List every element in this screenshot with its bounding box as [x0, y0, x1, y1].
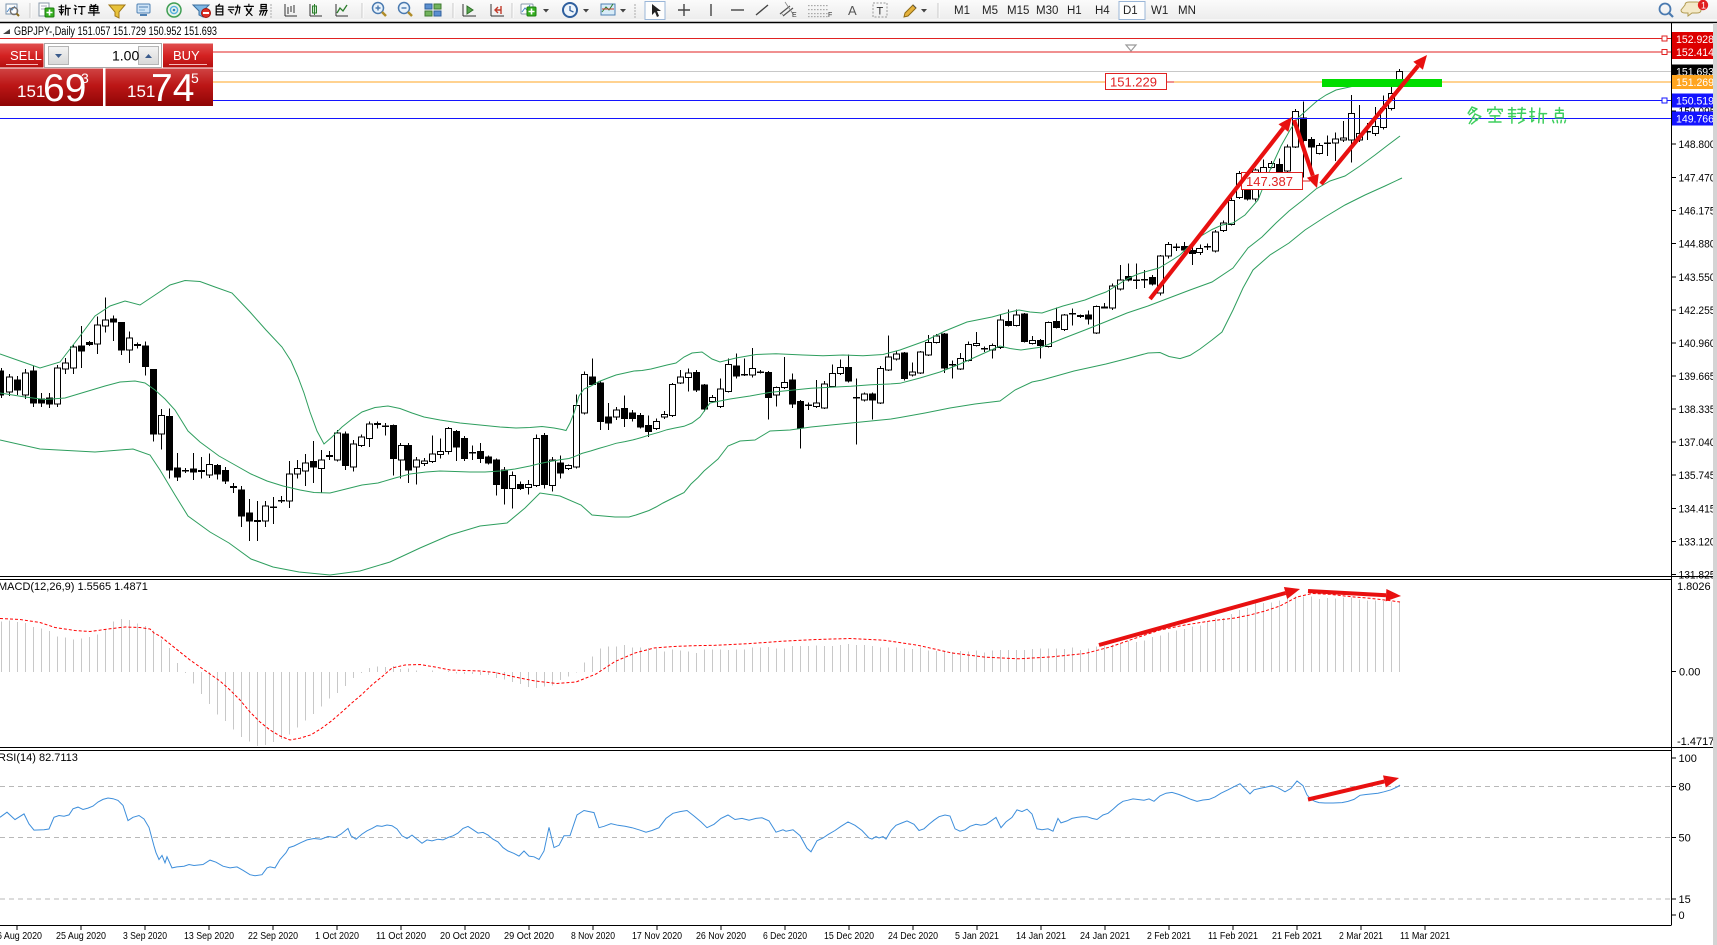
svg-text:W1: W1 — [1151, 5, 1168, 17]
svg-text:131.825: 131.825 — [1679, 570, 1716, 582]
svg-text:MN: MN — [1178, 5, 1196, 17]
svg-text:3 Sep 2020: 3 Sep 2020 — [123, 930, 167, 942]
svg-text:MACD(12,26,9) 1.5565 1.4871: MACD(12,26,9) 1.5565 1.4871 — [0, 581, 148, 593]
svg-text:25 Aug 2020: 25 Aug 2020 — [56, 930, 106, 942]
svg-text:26 Nov 2020: 26 Nov 2020 — [696, 930, 746, 942]
svg-text:143.550: 143.550 — [1679, 272, 1716, 284]
svg-text:50: 50 — [1679, 833, 1691, 845]
svg-text:BUY: BUY — [173, 48, 200, 63]
svg-text:F: F — [828, 12, 832, 19]
svg-text:5 Jan 2021: 5 Jan 2021 — [955, 930, 999, 942]
svg-text:E: E — [792, 12, 797, 19]
svg-text:A: A — [848, 3, 857, 18]
svg-text:M1: M1 — [954, 5, 970, 17]
svg-text:GBPJPY-,Daily 151.057 151.729: GBPJPY-,Daily 151.057 151.729 150.952 15… — [14, 26, 217, 38]
svg-text:16 Aug 2020: 16 Aug 2020 — [0, 930, 42, 942]
svg-text:137.040: 137.040 — [1679, 437, 1716, 449]
svg-text:11 Mar 2021: 11 Mar 2021 — [1400, 930, 1450, 942]
svg-text:20 Oct 2020: 20 Oct 2020 — [440, 930, 490, 942]
svg-text:139.665: 139.665 — [1679, 371, 1716, 383]
svg-text:149.766: 149.766 — [1676, 114, 1714, 126]
svg-text:H1: H1 — [1067, 5, 1082, 17]
svg-text:T: T — [877, 6, 884, 18]
svg-text:138.335: 138.335 — [1679, 404, 1716, 416]
svg-text:M5: M5 — [982, 5, 998, 17]
svg-text:1: 1 — [1701, 1, 1706, 11]
svg-text:11 Oct 2020: 11 Oct 2020 — [376, 930, 426, 942]
svg-text:147.470: 147.470 — [1679, 173, 1716, 185]
svg-text:74: 74 — [151, 67, 194, 110]
svg-text:151.229: 151.229 — [1110, 75, 1157, 90]
svg-text:100: 100 — [1679, 753, 1697, 765]
svg-text:148.800: 148.800 — [1679, 139, 1716, 151]
svg-text:152.414: 152.414 — [1676, 47, 1714, 59]
svg-text:15: 15 — [1679, 894, 1691, 906]
svg-text:151: 151 — [17, 82, 45, 101]
svg-text:RSI(14) 82.7113: RSI(14) 82.7113 — [0, 752, 78, 764]
svg-text:21 Feb 2021: 21 Feb 2021 — [1272, 930, 1322, 942]
svg-text:5: 5 — [191, 70, 199, 86]
svg-text:29 Oct 2020: 29 Oct 2020 — [504, 930, 554, 942]
svg-text:H4: H4 — [1095, 5, 1110, 17]
svg-text:2 Feb 2021: 2 Feb 2021 — [1147, 930, 1191, 942]
svg-text:22 Sep 2020: 22 Sep 2020 — [248, 930, 298, 942]
svg-text:1 Oct 2020: 1 Oct 2020 — [315, 930, 359, 942]
svg-text:1.00: 1.00 — [112, 48, 139, 64]
svg-text:M15: M15 — [1007, 5, 1029, 17]
svg-text:142.255: 142.255 — [1679, 305, 1716, 317]
svg-text:140.960: 140.960 — [1679, 338, 1716, 350]
svg-text:80: 80 — [1679, 782, 1691, 794]
svg-text:M30: M30 — [1036, 5, 1058, 17]
svg-text:24 Dec 2020: 24 Dec 2020 — [888, 930, 938, 942]
svg-text:150.519: 150.519 — [1676, 96, 1714, 108]
svg-text:0: 0 — [1679, 910, 1685, 922]
svg-text:135.745: 135.745 — [1679, 470, 1716, 482]
svg-text:15 Dec 2020: 15 Dec 2020 — [824, 930, 874, 942]
svg-text:147.387: 147.387 — [1246, 174, 1293, 189]
svg-text:14 Jan 2021: 14 Jan 2021 — [1016, 930, 1066, 942]
svg-text:SELL: SELL — [10, 48, 42, 63]
svg-text:-1.4717: -1.4717 — [1677, 736, 1714, 748]
svg-text:151: 151 — [127, 82, 155, 101]
svg-text:8 Nov 2020: 8 Nov 2020 — [571, 930, 615, 942]
svg-text:152.928: 152.928 — [1676, 34, 1714, 46]
svg-text:133.120: 133.120 — [1679, 537, 1716, 549]
svg-text:69: 69 — [43, 67, 86, 110]
svg-text:151.269: 151.269 — [1676, 77, 1714, 89]
svg-text:134.415: 134.415 — [1679, 504, 1716, 516]
svg-text:D1: D1 — [1123, 5, 1138, 17]
svg-text:1.8026: 1.8026 — [1677, 581, 1711, 593]
svg-text:11 Feb 2021: 11 Feb 2021 — [1208, 930, 1258, 942]
svg-text:0.00: 0.00 — [1679, 667, 1700, 679]
svg-text:13 Sep 2020: 13 Sep 2020 — [184, 930, 234, 942]
svg-text:3: 3 — [81, 70, 89, 86]
svg-text:17 Nov 2020: 17 Nov 2020 — [632, 930, 682, 942]
svg-text:2 Mar 2021: 2 Mar 2021 — [1339, 930, 1383, 942]
svg-text:6 Dec 2020: 6 Dec 2020 — [763, 930, 807, 942]
svg-text:146.175: 146.175 — [1679, 206, 1716, 218]
svg-text:144.880: 144.880 — [1679, 239, 1716, 251]
svg-text:24 Jan 2021: 24 Jan 2021 — [1080, 930, 1130, 942]
